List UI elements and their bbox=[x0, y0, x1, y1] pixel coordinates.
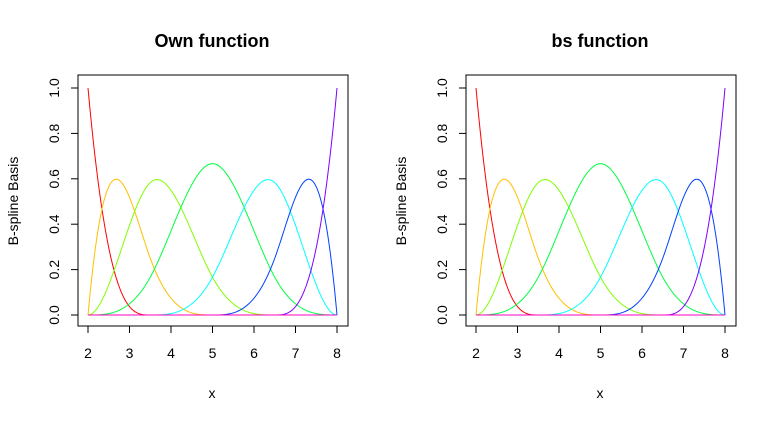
right-chart-title: bs function bbox=[552, 31, 649, 51]
right-chart-panel: bs function 2 3 4 5 6 7 8 0.0 0.2 0.4 0.6 0.8 1.0 x… bbox=[393, 31, 737, 401]
left-x-axis-label: x bbox=[209, 385, 216, 401]
right-y-tick-label-2: 0.2 bbox=[434, 260, 450, 280]
left-y-tick-label-4: 0.6 bbox=[46, 169, 62, 189]
left-curves bbox=[87, 87, 338, 316]
right-x-tick-label-6: 7 bbox=[680, 345, 688, 361]
right-y-axis: 0.0 0.2 0.4 0.6 0.8 1.0 bbox=[434, 78, 467, 325]
right-x-tick-label-7: 8 bbox=[721, 345, 729, 361]
right-y-tick-label-3: 0.4 bbox=[434, 214, 450, 234]
left-basis-curve-4 bbox=[88, 163, 337, 316]
right-basis-curve-4 bbox=[476, 163, 725, 316]
left-x-tick-label-3: 4 bbox=[167, 345, 175, 361]
left-chart-title: Own function bbox=[155, 31, 270, 51]
right-x-tick-label-3: 4 bbox=[555, 345, 563, 361]
left-x-tick-label-1: 2 bbox=[84, 345, 92, 361]
right-y-tick-label-6: 1.0 bbox=[434, 78, 450, 98]
left-y-axis-label: B-spline Basis bbox=[5, 157, 21, 246]
right-x-tick-label-2: 3 bbox=[514, 345, 522, 361]
left-x-tick-label-5: 6 bbox=[250, 345, 258, 361]
right-curves bbox=[475, 87, 726, 316]
right-x-tick-label-4: 5 bbox=[597, 345, 605, 361]
right-x-axis-label: x bbox=[597, 385, 604, 401]
right-x-tick-label-5: 6 bbox=[638, 345, 646, 361]
left-x-tick-label-2: 3 bbox=[126, 345, 134, 361]
left-x-tick-label-6: 7 bbox=[292, 345, 300, 361]
left-y-tick-label-1: 0.0 bbox=[46, 305, 62, 325]
left-y-axis: 0.0 0.2 0.4 0.6 0.8 1.0 bbox=[46, 78, 79, 325]
left-y-tick-label-3: 0.4 bbox=[46, 214, 62, 234]
left-y-tick-label-5: 0.8 bbox=[46, 123, 62, 143]
left-y-tick-label-2: 0.2 bbox=[46, 260, 62, 280]
right-y-tick-label-1: 0.0 bbox=[434, 305, 450, 325]
right-y-tick-label-4: 0.6 bbox=[434, 169, 450, 189]
right-y-tick-label-5: 0.8 bbox=[434, 123, 450, 143]
left-x-tick-label-4: 5 bbox=[209, 345, 217, 361]
right-x-tick-label-1: 2 bbox=[472, 345, 480, 361]
left-x-axis: 2 3 4 5 6 7 8 bbox=[84, 325, 341, 361]
left-y-tick-label-6: 1.0 bbox=[46, 78, 62, 98]
left-x-tick-label-7: 8 bbox=[333, 345, 341, 361]
right-y-axis-label: B-spline Basis bbox=[393, 157, 409, 246]
right-x-axis: 2 3 4 5 6 7 8 bbox=[472, 325, 729, 361]
